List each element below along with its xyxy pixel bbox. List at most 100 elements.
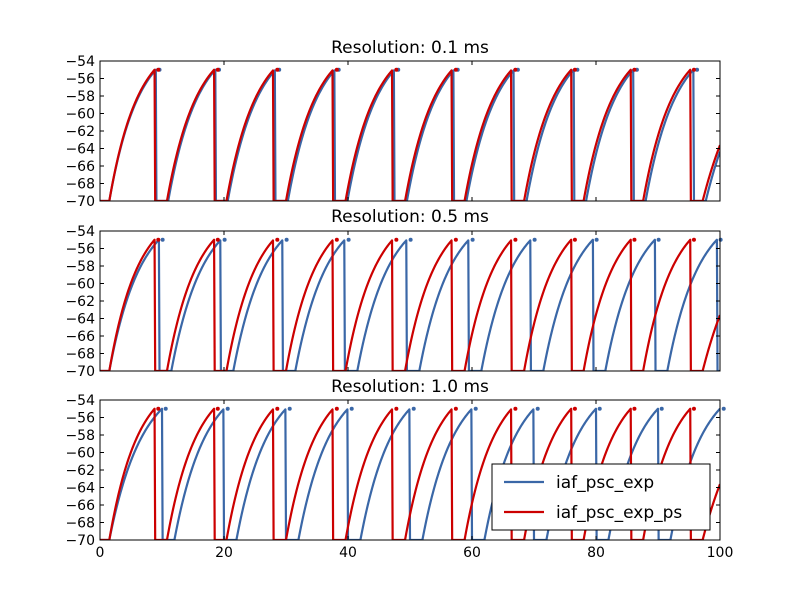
spike-marker-iaf_psc_exp <box>597 406 602 411</box>
spike-marker-iaf_psc_exp <box>160 237 165 242</box>
spike-marker-iaf_psc_exp_ps <box>691 67 696 72</box>
panel-2: Resolution: 0.5 ms −54 −56−58 −60−62 −64−66 −… <box>65 207 723 380</box>
y-tick-label: −54 <box>65 393 95 409</box>
spike-marker-iaf_psc_exp_ps <box>453 67 458 72</box>
spike-marker-iaf_psc_exp <box>470 237 475 242</box>
spike-marker-iaf_psc_exp <box>287 406 292 411</box>
spike-marker-iaf_psc_exp_ps <box>572 67 577 72</box>
spike-marker-iaf_psc_exp <box>225 406 230 411</box>
spike-marker-iaf_psc_exp <box>695 67 700 72</box>
spike-marker-iaf_psc_exp_ps <box>215 237 220 242</box>
legend-box <box>491 463 711 531</box>
series-group <box>100 238 720 371</box>
x-tick-label: 20 <box>215 545 233 561</box>
y-tick-label: −58 <box>65 89 95 105</box>
spike-marker-iaf_psc_exp_ps <box>215 406 220 411</box>
spike-marker-iaf_psc_exp_ps <box>156 406 161 411</box>
spike-marker-iaf_psc_exp_ps <box>394 67 399 72</box>
y-tick-label: −62 <box>65 294 95 310</box>
spike-marker-iaf_psc_exp <box>718 237 723 242</box>
spike-marker-iaf_psc_exp_ps <box>632 67 637 72</box>
spike-marker-iaf_psc_exp <box>535 406 540 411</box>
spike-marker-iaf_psc_exp <box>659 406 664 411</box>
series-line-iaf_psc_exp_ps <box>100 68 720 201</box>
y-tick-label: −66 <box>65 159 95 175</box>
spike-marker-iaf_psc_exp <box>656 237 661 242</box>
y-tick-label: −70 <box>65 194 95 210</box>
spike-marker-iaf_psc_exp <box>408 237 413 242</box>
spike-marker-iaf_psc_exp_ps <box>156 237 161 242</box>
y-tick-label: −56 <box>65 72 95 88</box>
y-tick-label: −58 <box>65 428 95 444</box>
spike-marker-iaf_psc_exp_ps <box>156 67 161 72</box>
panel-3: Resolution: 1.0 ms −54 −56−58 −60−62 −64−66 −… <box>65 377 733 561</box>
spike-marker-iaf_psc_exp_ps <box>453 406 458 411</box>
y-tick-label: −68 <box>65 516 95 532</box>
spike-marker-iaf_psc_exp_ps <box>572 406 577 411</box>
spike-marker-iaf_psc_exp <box>473 406 478 411</box>
y-tick-label: −56 <box>65 411 95 427</box>
y-tick-label: −64 <box>65 312 95 328</box>
spike-marker-iaf_psc_exp_ps <box>394 406 399 411</box>
spike-marker-iaf_psc_exp_ps <box>275 67 280 72</box>
spike-marker-iaf_psc_exp_ps <box>513 406 518 411</box>
y-tick-label: −62 <box>65 124 95 140</box>
y-tick-label: −58 <box>65 259 95 275</box>
series-line-iaf_psc_exp_ps <box>100 407 720 540</box>
y-tick-label: −66 <box>65 498 95 514</box>
spike-marker-iaf_psc_exp <box>594 237 599 242</box>
spike-marker-iaf_psc_exp_ps <box>334 237 339 242</box>
y-tick-label: −66 <box>65 329 95 345</box>
y-tick-label: −68 <box>65 347 95 363</box>
spike-marker-iaf_psc_exp_ps <box>513 67 518 72</box>
y-tick-label: −56 <box>65 242 95 258</box>
spike-marker-iaf_psc_exp <box>411 406 416 411</box>
x-tick-label: 60 <box>463 545 481 561</box>
y-tick-label: −60 <box>65 446 95 462</box>
panel-title: Resolution: 0.1 ms <box>331 38 489 58</box>
panel-title: Resolution: 1.0 ms <box>331 377 489 397</box>
x-tick-label: 100 <box>707 545 734 561</box>
spike-marker-iaf_psc_exp <box>284 237 289 242</box>
x-tick-label: 80 <box>587 545 605 561</box>
spike-marker-iaf_psc_exp_ps <box>215 67 220 72</box>
x-tick-label: 0 <box>96 545 105 561</box>
series-line-iaf_psc_exp <box>100 238 720 371</box>
spike-marker-iaf_psc_exp_ps <box>691 406 696 411</box>
y-tick-label: −70 <box>65 533 95 549</box>
spike-marker-iaf_psc_exp_ps <box>334 406 339 411</box>
y-tick-label: −54 <box>65 224 95 240</box>
y-tick-label: −70 <box>65 364 95 380</box>
spike-marker-iaf_psc_exp_ps <box>572 237 577 242</box>
y-tick-label: −68 <box>65 177 95 193</box>
spike-marker-iaf_psc_exp_ps <box>275 406 280 411</box>
spike-marker-iaf_psc_exp <box>349 406 354 411</box>
legend-label-iaf_psc_exp: iaf_psc_exp <box>556 473 654 493</box>
spike-marker-iaf_psc_exp_ps <box>394 237 399 242</box>
panel-title: Resolution: 0.5 ms <box>331 207 489 227</box>
series-line-iaf_psc_exp_ps <box>100 238 720 371</box>
panel-1: Resolution: 0.1 ms −54 −56−58 −60−62 −64−66 −… <box>65 38 721 210</box>
y-tick-label: −60 <box>65 107 95 123</box>
legend: iaf_psc_exp iaf_psc_exp_ps <box>491 463 711 531</box>
spike-marker-iaf_psc_exp_ps <box>513 237 518 242</box>
spike-marker-iaf_psc_exp <box>721 406 726 411</box>
spike-marker-iaf_psc_exp_ps <box>632 237 637 242</box>
spike-marker-iaf_psc_exp_ps <box>334 67 339 72</box>
spike-marker-iaf_psc_exp_ps <box>275 237 280 242</box>
series-group <box>100 68 720 201</box>
spike-marker-iaf_psc_exp_ps <box>453 237 458 242</box>
spike-marker-iaf_psc_exp <box>222 237 227 242</box>
spike-marker-iaf_psc_exp <box>346 237 351 242</box>
y-tick-label: −64 <box>65 481 95 497</box>
spike-marker-iaf_psc_exp <box>532 237 537 242</box>
y-tick-label: −60 <box>65 277 95 293</box>
spike-marker-iaf_psc_exp_ps <box>632 406 637 411</box>
y-tick-label: −64 <box>65 142 95 158</box>
spike-marker-iaf_psc_exp <box>163 406 168 411</box>
x-tick-label: 40 <box>339 545 357 561</box>
spike-marker-iaf_psc_exp_ps <box>691 237 696 242</box>
legend-label-iaf_psc_exp_ps: iaf_psc_exp_ps <box>556 503 682 523</box>
y-tick-label: −54 <box>65 54 95 70</box>
